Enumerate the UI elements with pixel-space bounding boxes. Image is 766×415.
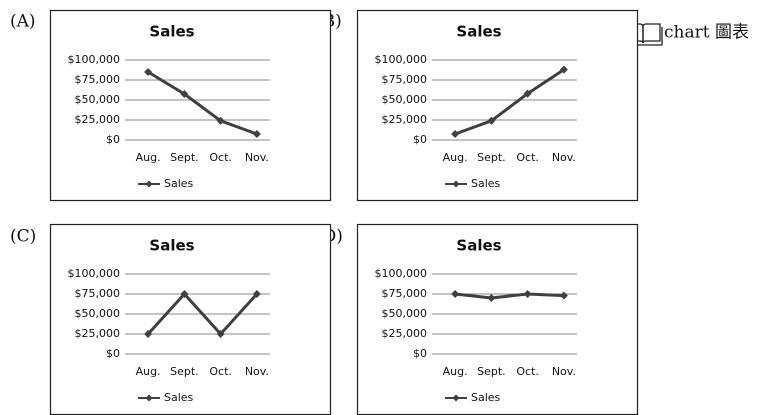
data-point	[559, 291, 568, 300]
legend-label: Sales	[164, 177, 194, 190]
data-point	[216, 116, 225, 125]
vocab-note: chart 圖表	[664, 23, 749, 43]
chart-title: Sales	[456, 23, 501, 41]
y-tick-label: $100,000	[68, 267, 121, 280]
chart: Sales $0 $25,000 $50,000 $75,000 $100,000 Aug.…	[49, 223, 332, 415]
x-tick-label: Oct.	[516, 151, 539, 164]
y-tick-label: $50,000	[382, 93, 428, 106]
chart-frame	[49, 223, 332, 415]
y-tick-label: $0	[106, 133, 120, 146]
data-point	[216, 330, 225, 338]
x-tick-label: Nov.	[245, 151, 269, 164]
legend-marker	[145, 180, 153, 188]
legend-marker	[452, 180, 460, 188]
x-tick-label: Oct.	[209, 365, 232, 378]
y-tick-label: $25,000	[382, 113, 428, 126]
y-tick-label: $25,000	[75, 327, 121, 340]
y-tick-label: $75,000	[382, 287, 428, 300]
chart-title: Sales	[149, 237, 194, 255]
x-tick-label: Sept.	[170, 365, 199, 378]
x-tick-label: Aug.	[136, 365, 161, 378]
data-point	[487, 294, 496, 302]
x-tick-label: Aug.	[136, 151, 161, 164]
data-point	[523, 290, 532, 298]
y-tick-label: $50,000	[382, 307, 428, 320]
data-line	[147, 70, 258, 136]
data-point	[451, 290, 460, 298]
chart-frame	[356, 223, 639, 415]
option-label: (A)	[10, 12, 36, 32]
data-line	[454, 68, 565, 136]
data-point	[252, 130, 261, 138]
chart-frame	[356, 9, 639, 202]
y-tick-label: $75,000	[75, 287, 121, 300]
chart: Sales $0 $25,000 $50,000 $75,000 $100,000 Aug.…	[356, 223, 639, 415]
data-point	[559, 65, 568, 74]
chart-title: Sales	[149, 23, 194, 41]
legend-label: Sales	[471, 391, 501, 404]
x-tick-label: Nov.	[245, 365, 269, 378]
legend-label: Sales	[471, 177, 501, 190]
chart-title: Sales	[456, 237, 501, 255]
y-tick-label: $0	[413, 347, 427, 360]
legend-marker	[145, 394, 153, 402]
data-line	[147, 292, 258, 336]
data-point	[180, 90, 189, 98]
y-tick-label: $50,000	[75, 93, 121, 106]
y-tick-label: $100,000	[68, 53, 121, 66]
y-tick-label: $75,000	[382, 73, 428, 86]
data-point	[451, 130, 460, 138]
x-tick-label: Aug.	[443, 365, 468, 378]
data-point	[180, 290, 189, 298]
x-tick-label: Aug.	[443, 151, 468, 164]
data-point	[144, 68, 153, 76]
chart-frame	[49, 9, 332, 202]
x-tick-label: Nov.	[552, 151, 576, 164]
data-point	[487, 116, 496, 125]
x-tick-label: Sept.	[170, 151, 199, 164]
y-tick-label: $0	[413, 133, 427, 146]
data-line	[454, 292, 564, 300]
chart: Sales $0 $25,000 $50,000 $75,000 $100,000 Aug.…	[356, 9, 639, 202]
legend-marker	[452, 394, 460, 402]
x-tick-label: Sept.	[477, 151, 506, 164]
option-label: (C)	[10, 227, 36, 247]
y-tick-label: $100,000	[375, 53, 428, 66]
y-tick-label: $0	[106, 347, 120, 360]
y-tick-label: $25,000	[75, 113, 121, 126]
legend-label: Sales	[164, 391, 194, 404]
x-tick-label: Oct.	[209, 151, 232, 164]
data-point	[252, 290, 261, 298]
data-point	[144, 330, 153, 338]
y-tick-label: $100,000	[375, 267, 428, 280]
x-tick-label: Nov.	[552, 365, 576, 378]
y-tick-label: $50,000	[75, 307, 121, 320]
data-point	[523, 89, 532, 98]
y-tick-label: $25,000	[382, 327, 428, 340]
x-tick-label: Sept.	[477, 365, 506, 378]
x-tick-label: Oct.	[516, 365, 539, 378]
y-tick-label: $75,000	[75, 73, 121, 86]
chart: Sales $0 $25,000 $50,000 $75,000 $100,000 Aug.…	[49, 9, 332, 202]
